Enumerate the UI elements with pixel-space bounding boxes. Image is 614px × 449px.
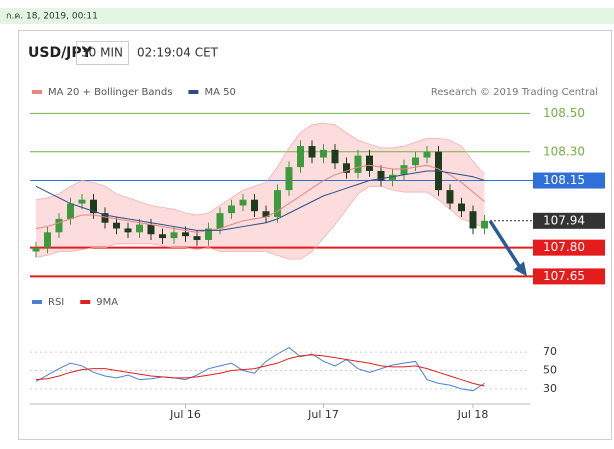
candle-body (412, 157, 419, 166)
legend-swatch (80, 300, 91, 304)
candle-body (44, 232, 51, 248)
level-label: 107.94 (543, 213, 585, 227)
interval: 30 MIN (81, 46, 123, 60)
candle-body (113, 222, 120, 229)
legend-swatch (188, 90, 199, 94)
legend-label: RSI (48, 297, 64, 308)
candle-body (90, 199, 97, 214)
candle-body (193, 236, 201, 240)
level-label: 108.30 (543, 144, 585, 158)
rsi-line (35, 354, 485, 387)
candle-body (78, 199, 86, 204)
candle-body (308, 146, 316, 158)
rsi-tick-label: 30 (543, 382, 557, 395)
candle-body (170, 232, 178, 239)
candle-body (251, 199, 258, 212)
legend-label: 9MA (96, 297, 118, 308)
interval-box (76, 41, 129, 65)
candle-body (239, 199, 247, 206)
legend-swatch (32, 300, 42, 304)
candle-body (423, 151, 431, 158)
rsi-tick-label: 70 (543, 345, 557, 358)
ma-line (35, 164, 485, 233)
status-date: ก.ค. 18, 2019, 00:11 (6, 12, 98, 22)
candle-body (182, 232, 189, 237)
candle-body (297, 146, 304, 168)
forecast-arrow (488, 219, 524, 272)
candle-body (216, 213, 224, 229)
x-tick-label: Jul 17 (307, 408, 339, 421)
status-bar (0, 8, 614, 24)
candle-body (262, 211, 270, 217)
candle-body (481, 220, 488, 229)
ma-line (35, 170, 485, 231)
credit: Research © 2019 Trading Central (431, 87, 598, 98)
level-label: 107.80 (543, 240, 585, 254)
time: 02:19:04 CET (137, 46, 219, 60)
candle-body (124, 228, 132, 233)
candle-body (274, 190, 281, 217)
arrow-head (514, 261, 527, 277)
upper-band (35, 122, 485, 216)
candle-body (389, 174, 396, 181)
x-tick-label: Jul 16 (169, 408, 201, 421)
candle-body (343, 163, 350, 173)
legend-label: MA 20 + Bollinger Bands (48, 87, 172, 98)
candle-body (159, 234, 166, 239)
legend-label: MA 50 (204, 87, 235, 98)
candle-body (228, 205, 235, 214)
candle-body (101, 213, 109, 223)
candle-body (469, 211, 477, 229)
level-box (533, 212, 605, 229)
level-box (533, 172, 605, 189)
candle-body (366, 155, 373, 171)
level-label: 108.15 (543, 173, 585, 187)
rsi-tick-label: 50 (543, 364, 557, 377)
candle-body (55, 218, 63, 233)
candle-body (136, 224, 143, 233)
candle-body (354, 155, 362, 173)
lower-band (35, 185, 485, 260)
charts: MA 20 + Bollinger Bands MA 50 108.50 108.30… (30, 87, 605, 421)
level-label: 107.65 (543, 269, 585, 283)
candle-body (377, 170, 385, 181)
legend-swatch (32, 90, 42, 94)
candle-body (320, 149, 327, 158)
candle-body (147, 224, 155, 235)
level-label: 108.50 (543, 106, 585, 120)
level-box (533, 239, 605, 256)
candle-body (285, 167, 293, 191)
candle-body (32, 247, 40, 252)
candle-body (67, 203, 74, 219)
x-tick-label: Jul 18 (457, 408, 489, 421)
candle-body (458, 203, 465, 212)
candle-body (205, 228, 212, 240)
candle-body (400, 165, 408, 175)
candle-body (331, 149, 339, 164)
level-box (533, 268, 605, 285)
candle-body (446, 190, 454, 204)
